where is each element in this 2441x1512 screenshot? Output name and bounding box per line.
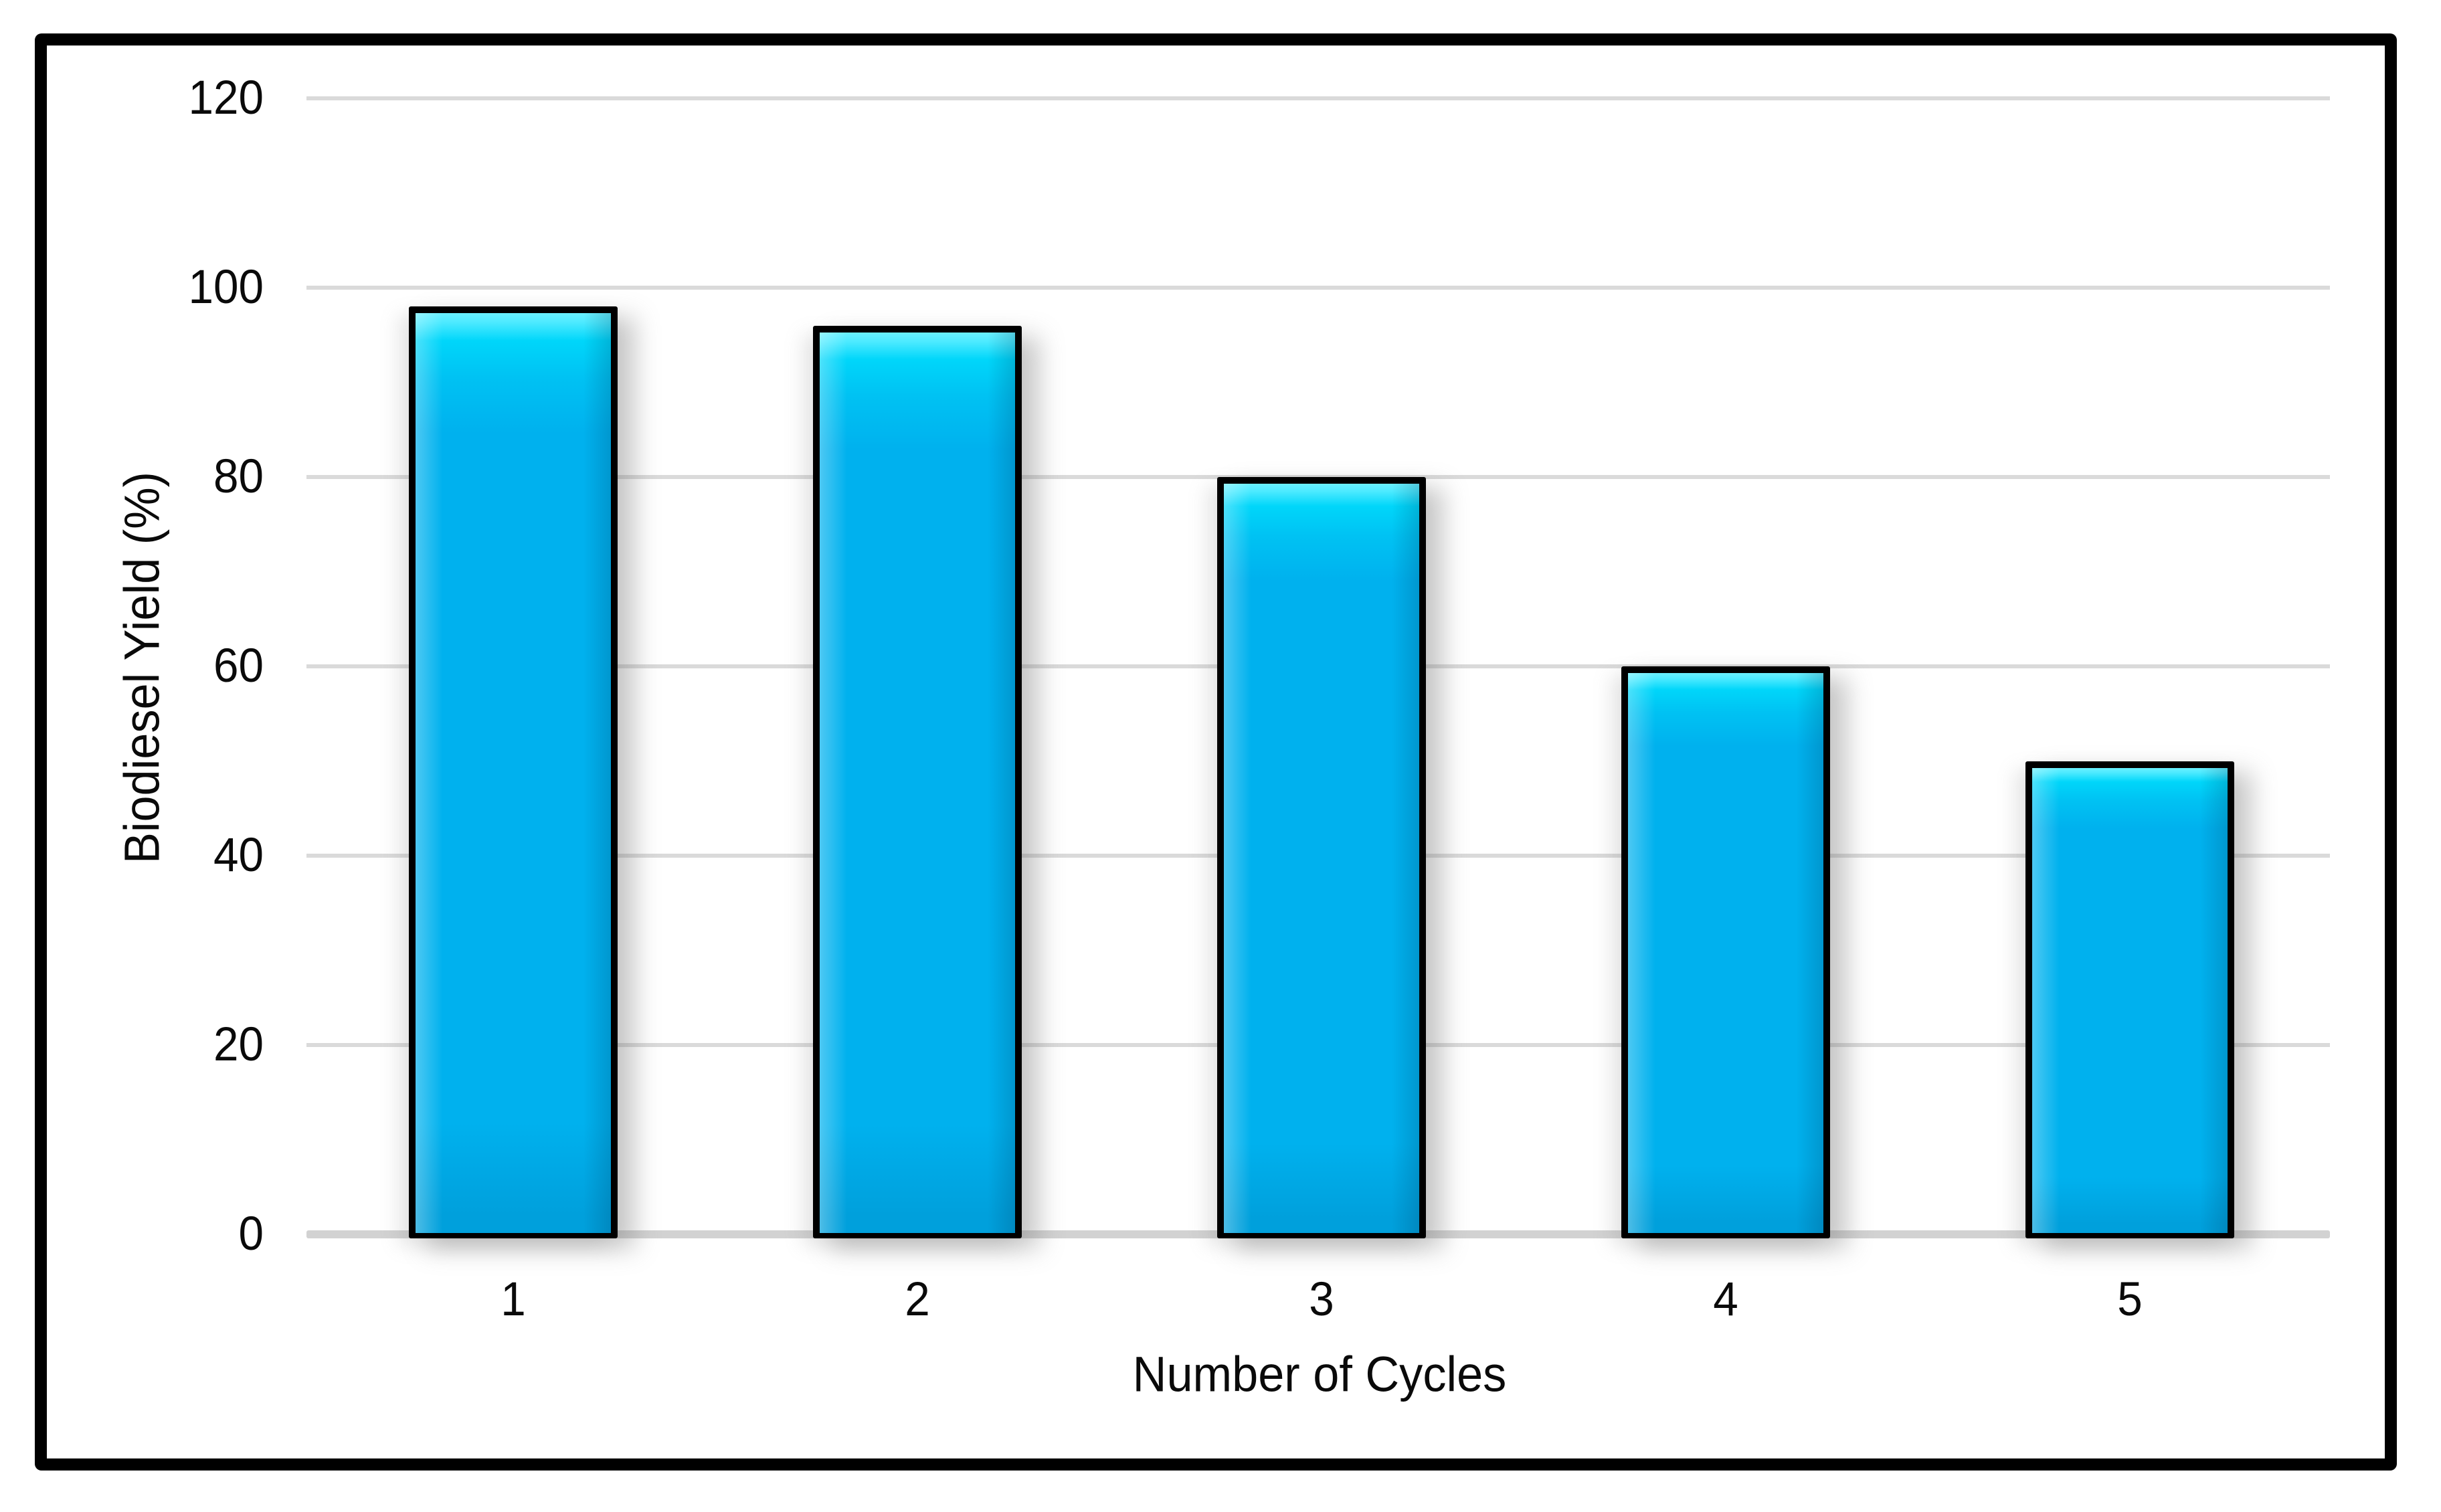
x-tick-label-1: 1 — [501, 1273, 526, 1326]
y-tick-label-80: 80 — [213, 450, 264, 503]
bar-cycle-3 — [1217, 477, 1426, 1238]
x-tick-label-4: 4 — [1713, 1273, 1738, 1326]
y-tick-label-120: 120 — [188, 72, 264, 124]
bar-cycle-4 — [1621, 666, 1830, 1238]
y-tick-label-40: 40 — [213, 829, 264, 882]
x-tick-label-5: 5 — [2117, 1273, 2143, 1326]
x-tick-label-3: 3 — [1309, 1273, 1334, 1326]
y-tick-label-60: 60 — [213, 640, 264, 692]
gridline-100 — [306, 286, 2330, 290]
bar-cycle-1 — [409, 306, 618, 1238]
y-axis-title: Biodiesel Yield (%) — [114, 462, 171, 874]
y-axis-title-text: Biodiesel Yield (%) — [114, 471, 170, 864]
y-tick-label-20: 20 — [213, 1018, 264, 1071]
y-tick-label-100: 100 — [188, 261, 264, 314]
y-tick-label-0: 0 — [238, 1208, 264, 1260]
x-axis-title-text: Number of Cycles — [1132, 1346, 1507, 1402]
x-tick-label-2: 2 — [905, 1273, 930, 1326]
bar-cycle-5 — [2025, 761, 2234, 1238]
gridline-120 — [306, 96, 2330, 100]
bar-cycle-2 — [813, 325, 1022, 1238]
x-axis-title: Number of Cycles — [1123, 1346, 1516, 1403]
